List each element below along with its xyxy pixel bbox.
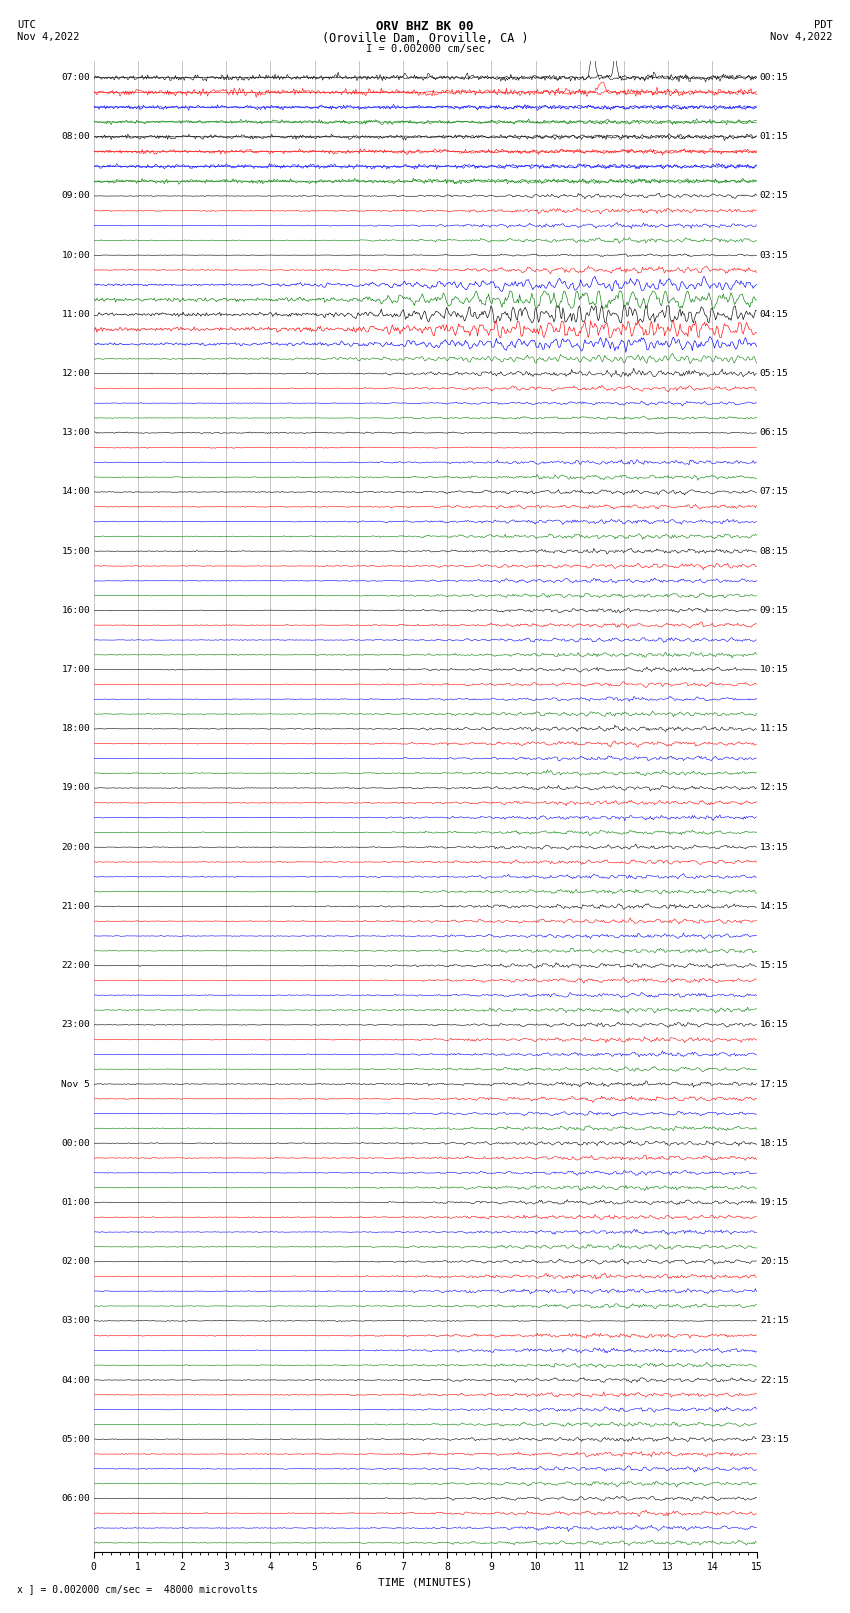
Text: 19:00: 19:00	[61, 784, 90, 792]
Text: 08:15: 08:15	[760, 547, 789, 556]
Text: 17:00: 17:00	[61, 665, 90, 674]
Text: 23:15: 23:15	[760, 1434, 789, 1444]
Text: 19:15: 19:15	[760, 1198, 789, 1207]
Text: 21:15: 21:15	[760, 1316, 789, 1326]
Text: 12:15: 12:15	[760, 784, 789, 792]
Text: 10:15: 10:15	[760, 665, 789, 674]
Text: 03:00: 03:00	[61, 1316, 90, 1326]
Text: 09:00: 09:00	[61, 192, 90, 200]
Text: Nov 4,2022: Nov 4,2022	[770, 32, 833, 42]
Text: 07:00: 07:00	[61, 73, 90, 82]
Text: 09:15: 09:15	[760, 606, 789, 615]
Text: 04:00: 04:00	[61, 1376, 90, 1384]
Text: 22:15: 22:15	[760, 1376, 789, 1384]
Text: 15:00: 15:00	[61, 547, 90, 556]
Text: 20:00: 20:00	[61, 842, 90, 852]
Text: 07:15: 07:15	[760, 487, 789, 497]
Text: 05:15: 05:15	[760, 369, 789, 377]
Text: 15:15: 15:15	[760, 961, 789, 969]
Text: 11:15: 11:15	[760, 724, 789, 734]
Text: 22:00: 22:00	[61, 961, 90, 969]
Text: 20:15: 20:15	[760, 1257, 789, 1266]
Text: 03:15: 03:15	[760, 250, 789, 260]
Text: 18:15: 18:15	[760, 1139, 789, 1148]
Text: 06:00: 06:00	[61, 1494, 90, 1503]
X-axis label: TIME (MINUTES): TIME (MINUTES)	[377, 1578, 473, 1587]
Text: 16:15: 16:15	[760, 1021, 789, 1029]
Text: ORV BHZ BK 00: ORV BHZ BK 00	[377, 19, 473, 34]
Text: 10:00: 10:00	[61, 250, 90, 260]
Text: 14:00: 14:00	[61, 487, 90, 497]
Text: 00:00: 00:00	[61, 1139, 90, 1148]
Text: 01:15: 01:15	[760, 132, 789, 142]
Text: 21:00: 21:00	[61, 902, 90, 911]
Text: 13:00: 13:00	[61, 429, 90, 437]
Text: 11:00: 11:00	[61, 310, 90, 319]
Text: Nov 5: Nov 5	[61, 1079, 90, 1089]
Text: 13:15: 13:15	[760, 842, 789, 852]
Text: 01:00: 01:00	[61, 1198, 90, 1207]
Text: 05:00: 05:00	[61, 1434, 90, 1444]
Text: 17:15: 17:15	[760, 1079, 789, 1089]
Text: Nov 4,2022: Nov 4,2022	[17, 32, 80, 42]
Text: (Oroville Dam, Oroville, CA ): (Oroville Dam, Oroville, CA )	[321, 32, 529, 45]
Text: UTC: UTC	[17, 19, 36, 31]
Text: 06:15: 06:15	[760, 429, 789, 437]
Text: 14:15: 14:15	[760, 902, 789, 911]
Text: 23:00: 23:00	[61, 1021, 90, 1029]
Text: 18:00: 18:00	[61, 724, 90, 734]
Text: 04:15: 04:15	[760, 310, 789, 319]
Text: 02:00: 02:00	[61, 1257, 90, 1266]
Text: I = 0.002000 cm/sec: I = 0.002000 cm/sec	[366, 44, 484, 55]
Text: 16:00: 16:00	[61, 606, 90, 615]
Text: 08:00: 08:00	[61, 132, 90, 142]
Text: PDT: PDT	[814, 19, 833, 31]
Text: 12:00: 12:00	[61, 369, 90, 377]
Text: 00:15: 00:15	[760, 73, 789, 82]
Text: 02:15: 02:15	[760, 192, 789, 200]
Text: x ] = 0.002000 cm/sec =  48000 microvolts: x ] = 0.002000 cm/sec = 48000 microvolts	[17, 1584, 258, 1594]
